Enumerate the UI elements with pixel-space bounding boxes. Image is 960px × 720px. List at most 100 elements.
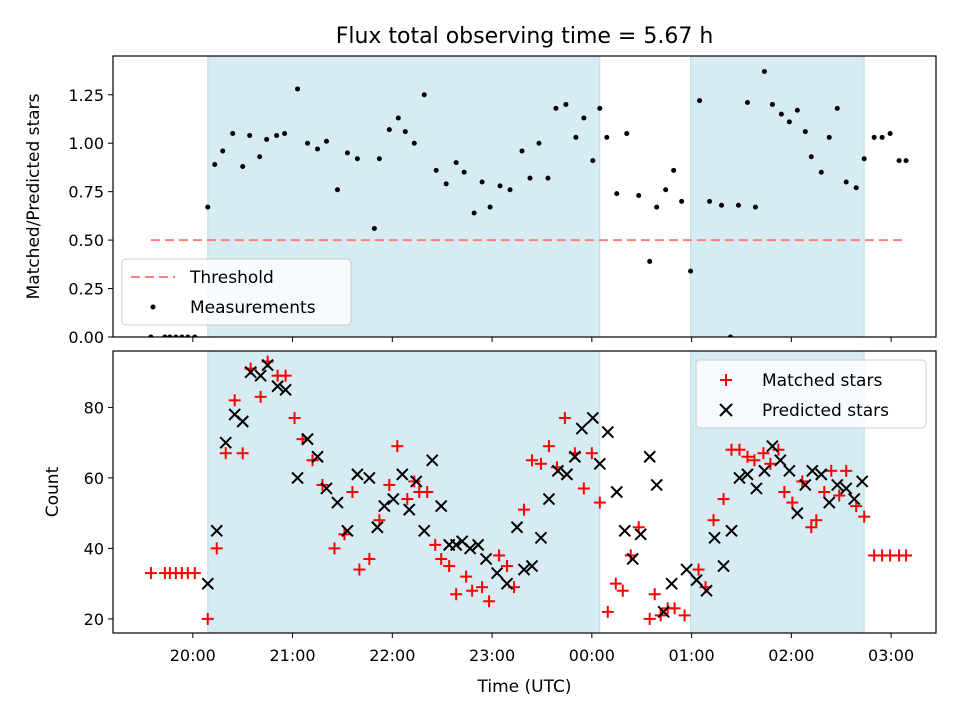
predicted-star-point: [500, 577, 514, 590]
predicted-star-point: [815, 468, 828, 481]
matched-star-point: [236, 447, 249, 460]
predicted-star-point: [601, 425, 615, 439]
measurement-point: [371, 225, 377, 231]
predicted-marker-b: [403, 503, 416, 516]
top-y-axis-label: Matched/Predicted stars: [24, 93, 44, 299]
predicted-stars-points: [201, 358, 869, 619]
predicted-star-point: [510, 521, 524, 534]
measurement-point: [487, 204, 493, 210]
measurement-point: [802, 129, 808, 135]
measurement-point: [212, 162, 218, 168]
bottom-legend: Matched stars Predicted stars: [695, 359, 927, 429]
measurement-point: [443, 181, 449, 187]
predicted-star-point: [733, 471, 746, 485]
measurement-point: [903, 158, 909, 164]
measurement-point: [479, 179, 485, 185]
measurement-point: [573, 134, 579, 140]
measurement-point: [274, 132, 280, 138]
measurement-point: [421, 92, 427, 98]
measurement-point: [624, 131, 630, 137]
predicted-star-point: [525, 559, 539, 573]
predicted-star-point: [201, 577, 214, 590]
bottom-y-axis: 20 40 60 80: [84, 398, 113, 629]
matched-star-point: [764, 457, 777, 470]
matched-star-point: [717, 493, 730, 506]
bottom-panel-frame: [112, 350, 937, 634]
matched-star-point: [601, 605, 614, 618]
matched-star-point: [668, 602, 681, 615]
x-tick-label: 01:00: [669, 646, 715, 665]
measurement-point: [167, 334, 173, 337]
matched-star-point: [483, 595, 496, 608]
predicted-star-point: [626, 552, 639, 566]
predicted-marker-b: [634, 528, 647, 541]
predicted-marker-b: [261, 358, 274, 372]
measurement-points: [148, 69, 909, 337]
predicted-star-point: [244, 365, 257, 379]
predicted-star-point: [717, 559, 730, 573]
predicted-star-point: [657, 605, 670, 619]
predicted-star-point: [534, 531, 548, 545]
predicted-star-point: [560, 468, 574, 481]
measurement-point: [536, 140, 542, 146]
predicted-star-point: [210, 524, 223, 537]
matched-star-point: [707, 514, 720, 527]
measurement-point: [794, 107, 800, 113]
measurement-point: [519, 148, 525, 154]
predicted-marker-b: [378, 499, 391, 513]
predicted-marker-b: [680, 563, 693, 576]
matched-star-point: [518, 503, 531, 516]
matched-star-point: [228, 394, 241, 407]
matched-star-point: [858, 510, 871, 523]
predicted-star-point: [791, 506, 804, 520]
predicted-marker-b: [301, 432, 314, 446]
predicted-marker-b: [823, 496, 836, 509]
measurement-point: [871, 134, 877, 140]
measurement-point: [861, 156, 867, 162]
predicted-marker-b: [766, 439, 779, 453]
matched-star-point: [778, 486, 791, 498]
predicted-star-point: [471, 538, 485, 552]
predicted-star-point: [418, 524, 431, 537]
predicted-star-point: [387, 492, 400, 506]
predicted-star-point: [650, 478, 663, 492]
matched-star-point: [593, 496, 606, 509]
predicted-star-point: [351, 468, 364, 481]
measurement-point: [344, 150, 350, 156]
predicted-marker-b: [586, 411, 600, 425]
predicted-star-point: [610, 485, 623, 499]
measurement-point: [220, 148, 226, 154]
matched-star-point: [188, 567, 201, 580]
measurement-point: [376, 156, 382, 162]
measurement-point: [697, 98, 703, 104]
matched-star-point: [900, 549, 913, 562]
predicted-marker-b: [387, 492, 400, 506]
measurement-point: [647, 258, 653, 264]
measurement-point: [395, 115, 401, 121]
predicted-marker-b: [479, 552, 493, 566]
measurement-point: [826, 134, 832, 140]
predicted-marker-b: [525, 559, 539, 573]
predicted-marker-b: [799, 478, 812, 492]
top-panel: 0.00 0.25 0.50 0.75 1.00 1.25 Matched/Predict…: [24, 55, 937, 347]
bottom-y-tick-label: 20: [84, 610, 104, 629]
measurement-point: [818, 169, 824, 175]
matched-star-point: [692, 563, 705, 576]
predicted-star-point: [766, 439, 779, 453]
measurement-point: [411, 140, 417, 146]
predicted-star-point: [783, 464, 796, 478]
predicted-marker-b: [434, 499, 448, 513]
predicted-marker-b: [733, 471, 746, 485]
measurement-point: [707, 198, 713, 204]
measurement-point: [563, 101, 569, 107]
predicted-marker-b: [271, 380, 284, 393]
matched-star-point: [288, 411, 301, 424]
predicted-marker-b: [601, 425, 615, 439]
measurement-point: [614, 191, 620, 197]
predicted-marker-b: [517, 563, 531, 576]
matched-star-point: [609, 577, 622, 590]
measurement-point: [808, 154, 814, 160]
measurement-point: [240, 163, 246, 169]
predicted-star-point: [426, 454, 439, 467]
